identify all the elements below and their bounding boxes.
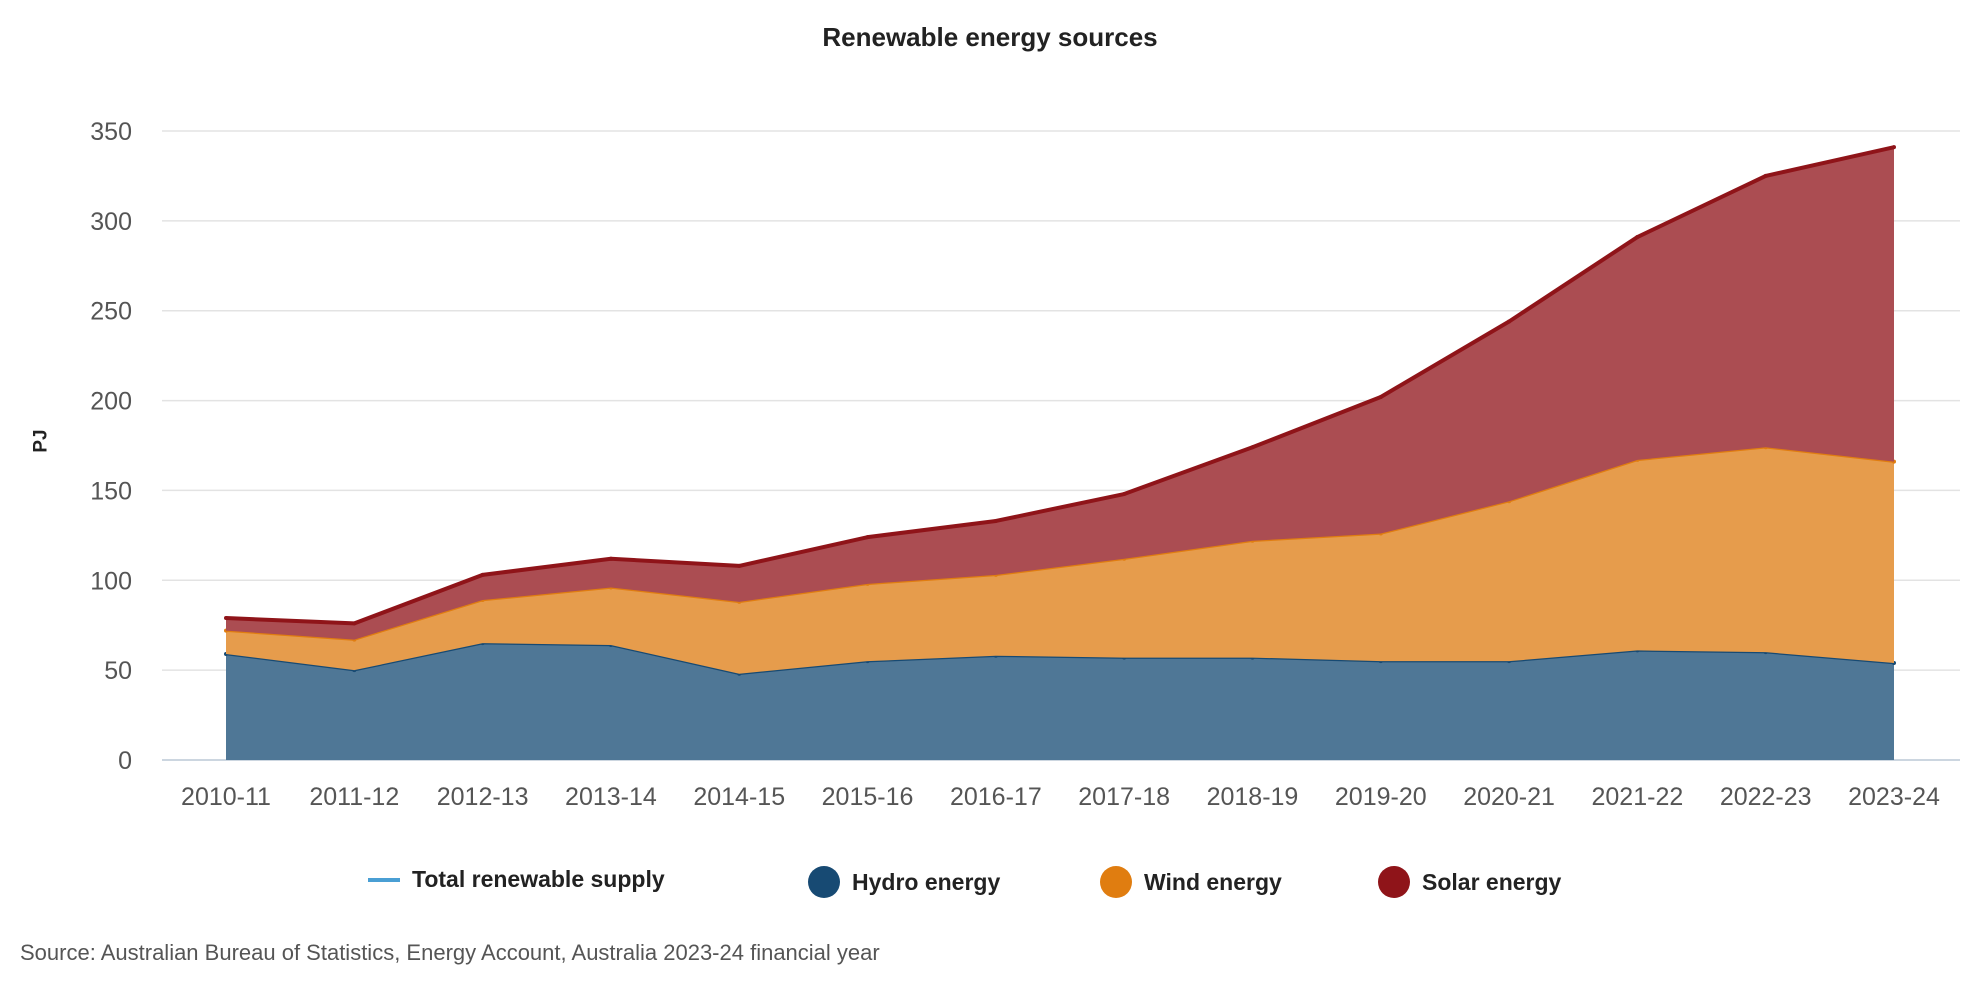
y-tick-label: 300 xyxy=(90,208,132,236)
legend-item-total[interactable]: Total renewable supply xyxy=(368,866,665,893)
solar-point xyxy=(480,572,485,577)
solar-point xyxy=(1763,173,1768,178)
solar-point xyxy=(352,621,357,626)
x-tick-label: 2021-22 xyxy=(1592,783,1684,811)
x-tick-label: 2019-20 xyxy=(1335,783,1427,811)
legend-label: Solar energy xyxy=(1422,868,1562,895)
legend: Total renewable supply Hydro energy Wind… xyxy=(0,866,1980,906)
y-tick-label: 50 xyxy=(104,657,132,685)
x-tick-label: 2012-13 xyxy=(437,783,529,811)
x-tick-label: 2010-11 xyxy=(181,783,271,811)
x-tick-label: 2013-14 xyxy=(565,783,657,811)
solar-point xyxy=(737,563,742,568)
y-tick-label: 350 xyxy=(90,118,132,146)
x-tick-label: 2018-19 xyxy=(1207,783,1299,811)
solar-point xyxy=(1507,319,1512,324)
x-tick-label: 2020-21 xyxy=(1463,783,1555,811)
x-tick-label: 2017-18 xyxy=(1078,783,1170,811)
hydro-area xyxy=(226,643,1894,760)
solar-swatch xyxy=(1378,866,1410,898)
y-tick-label: 100 xyxy=(90,567,132,595)
legend-label: Total renewable supply xyxy=(412,866,665,892)
solar-point xyxy=(608,556,613,561)
solar-point xyxy=(1378,394,1383,399)
wind-swatch xyxy=(1100,866,1132,898)
solar-point xyxy=(1635,235,1640,240)
x-tick-label: 2015-16 xyxy=(822,783,914,811)
wind-area xyxy=(226,447,1894,674)
solar-point xyxy=(1122,492,1127,497)
solar-point xyxy=(224,616,228,621)
solar-point xyxy=(1250,445,1255,450)
legend-item-wind[interactable]: Wind energy xyxy=(1100,866,1282,898)
x-tick-label: 2022-23 xyxy=(1720,783,1812,811)
legend-label: Hydro energy xyxy=(852,868,1001,895)
x-tick-label: 2011-12 xyxy=(309,783,399,811)
solar-line xyxy=(225,145,1895,626)
x-tick-label: 2016-17 xyxy=(950,783,1042,811)
y-tick-label: 250 xyxy=(90,298,132,326)
y-tick-label: 150 xyxy=(90,477,132,505)
total-line-swatch xyxy=(368,877,400,882)
solar-point xyxy=(1892,145,1896,150)
y-tick-label: 200 xyxy=(90,388,132,416)
legend-item-hydro[interactable]: Hydro energy xyxy=(808,866,1000,898)
solar-point xyxy=(993,518,998,523)
x-tick-label: 2023-24 xyxy=(1848,783,1940,811)
source-note: Source: Australian Bureau of Statistics,… xyxy=(20,940,880,965)
hydro-swatch xyxy=(808,866,840,898)
y-tick-label: 0 xyxy=(118,747,132,775)
legend-item-solar[interactable]: Solar energy xyxy=(1378,866,1561,898)
solar-point xyxy=(865,535,870,540)
x-tick-label: 2014-15 xyxy=(693,783,785,811)
legend-label: Wind energy xyxy=(1144,868,1282,895)
chart-title: Renewable energy sources xyxy=(822,22,1158,52)
